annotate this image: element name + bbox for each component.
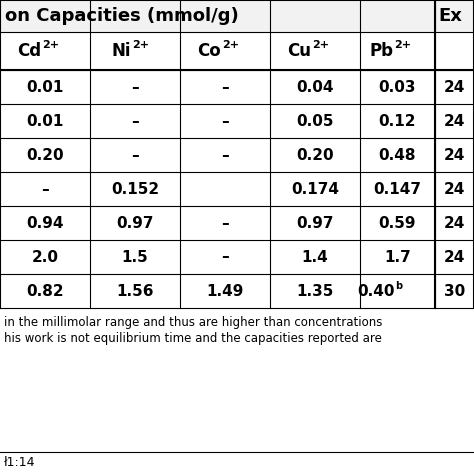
Text: –: – — [41, 182, 49, 197]
Text: 1.4: 1.4 — [301, 249, 328, 264]
Bar — [0, 274, 474, 308]
Text: 0.97: 0.97 — [296, 216, 334, 230]
Text: 2+: 2+ — [42, 40, 59, 50]
Bar — [0, 138, 474, 172]
Bar — [0, 172, 474, 206]
Text: 0.05: 0.05 — [296, 113, 334, 128]
Bar — [0, 70, 474, 104]
Text: 0.94: 0.94 — [26, 216, 64, 230]
Text: Cu: Cu — [287, 42, 311, 60]
Text: –: – — [221, 216, 229, 230]
Text: 0.01: 0.01 — [27, 80, 64, 94]
Bar — [0, 240, 474, 274]
Bar — [0, 32, 474, 70]
Text: 0.59: 0.59 — [379, 216, 416, 230]
Text: 0.174: 0.174 — [291, 182, 339, 197]
Text: 24: 24 — [444, 182, 465, 197]
Text: 24: 24 — [444, 216, 465, 230]
Text: 0.01: 0.01 — [27, 113, 64, 128]
Text: Pb: Pb — [370, 42, 393, 60]
Text: 0.82: 0.82 — [26, 283, 64, 299]
Text: 24: 24 — [444, 249, 465, 264]
Text: 0.03: 0.03 — [379, 80, 416, 94]
Text: 2+: 2+ — [312, 40, 329, 50]
Text: b: b — [395, 281, 402, 291]
Text: 0.04: 0.04 — [296, 80, 334, 94]
Text: ł1:14: ł1:14 — [4, 456, 36, 469]
Text: –: – — [221, 113, 229, 128]
Text: 0.40: 0.40 — [357, 283, 394, 299]
Text: in the millimolar range and thus are higher than concentrations: in the millimolar range and thus are hig… — [4, 316, 383, 329]
Text: –: – — [131, 147, 139, 163]
Bar — [0, 206, 474, 240]
Text: Ex: Ex — [438, 7, 462, 25]
Text: 0.20: 0.20 — [296, 147, 334, 163]
Text: 1.49: 1.49 — [206, 283, 244, 299]
Text: –: – — [221, 147, 229, 163]
Bar — [435, 0, 474, 32]
Text: 2+: 2+ — [394, 40, 411, 50]
Text: –: – — [221, 249, 229, 264]
Text: 0.12: 0.12 — [379, 113, 416, 128]
Text: 2+: 2+ — [222, 40, 239, 50]
Bar — [0, 0, 435, 32]
Text: 24: 24 — [444, 113, 465, 128]
Text: Co: Co — [197, 42, 221, 60]
Text: 1.5: 1.5 — [122, 249, 148, 264]
Text: 2+: 2+ — [132, 40, 149, 50]
Text: –: – — [131, 113, 139, 128]
Text: 24: 24 — [444, 80, 465, 94]
Text: –: – — [131, 80, 139, 94]
Text: on Capacities (mmol/g): on Capacities (mmol/g) — [5, 7, 239, 25]
Bar — [0, 104, 474, 138]
Text: 24: 24 — [444, 147, 465, 163]
Text: Cd: Cd — [17, 42, 41, 60]
Text: 0.48: 0.48 — [379, 147, 416, 163]
Text: 2.0: 2.0 — [31, 249, 58, 264]
Text: 1.35: 1.35 — [296, 283, 334, 299]
Text: Ni: Ni — [111, 42, 131, 60]
Text: 0.152: 0.152 — [111, 182, 159, 197]
Text: 0.97: 0.97 — [116, 216, 154, 230]
Text: 0.20: 0.20 — [26, 147, 64, 163]
Text: –: – — [221, 80, 229, 94]
Text: 1.56: 1.56 — [116, 283, 154, 299]
Text: 1.7: 1.7 — [384, 249, 411, 264]
Text: his work is not equilibrium time and the capacities reported are: his work is not equilibrium time and the… — [4, 332, 382, 345]
Text: 30: 30 — [444, 283, 465, 299]
Text: 0.147: 0.147 — [374, 182, 421, 197]
